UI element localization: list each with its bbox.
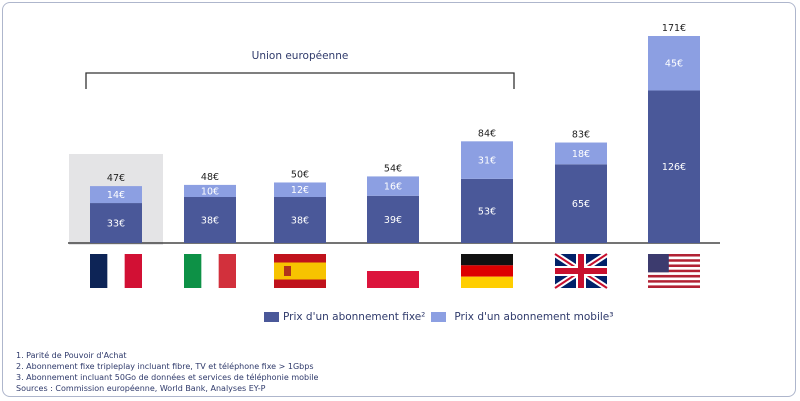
label-total-1: 48€ [201, 172, 219, 183]
legend: Prix d'un abonnement fixe² Prix d'un abo… [264, 311, 613, 323]
stacked-bar-chart: Union européenne 33€ 14€ 47€ 38€ 10€ 48€ 38€ 12€… [68, 23, 720, 291]
label-fixe-1: 38€ [201, 216, 219, 227]
bar-fixe-0 [90, 203, 142, 243]
bar-fixe-6 [648, 90, 700, 243]
label-total-3: 54€ [384, 163, 402, 174]
eu-bracket [85, 72, 515, 89]
legend-swatch-mobile [431, 312, 447, 322]
bar-fixe-1 [184, 197, 236, 243]
label-mobile-4: 31€ [478, 156, 496, 167]
label-total-6: 171€ [662, 23, 686, 34]
bar-mobile-6 [648, 36, 700, 91]
footnote-3: 3. Abonnement incluant 50Go de données e… [16, 373, 319, 382]
label-fixe-4: 53€ [478, 206, 496, 217]
label-mobile-3: 16€ [384, 182, 402, 193]
flag-italy-icon [184, 254, 236, 288]
label-mobile-1: 10€ [201, 186, 219, 197]
eu-label: Union européenne [252, 50, 349, 62]
bar-mobile-2 [274, 182, 326, 197]
legend-label-mobile: Prix d'un abonnement mobile³ [454, 311, 614, 323]
label-total-0: 47€ [107, 173, 125, 184]
bar-fixe-2 [274, 197, 326, 243]
bar-mobile-3 [367, 176, 419, 196]
legend-swatch-fixe [264, 312, 279, 322]
label-mobile-6: 45€ [665, 59, 683, 70]
label-mobile-0: 14€ [107, 190, 125, 201]
chart-frame [2, 2, 796, 397]
flag-spain-icon [274, 254, 326, 288]
label-fixe-6: 126€ [662, 162, 686, 173]
footnote-1: 1. Parité de Pouvoir d'Achat [16, 351, 127, 360]
bar-mobile-0 [90, 186, 142, 204]
label-total-2: 50€ [291, 169, 309, 180]
label-total-4: 84€ [478, 128, 496, 139]
label-fixe-3: 39€ [384, 215, 402, 226]
flag-usa-icon [648, 254, 700, 288]
footnote-2: 2. Abonnement fixe tripleplay incluant f… [16, 362, 314, 371]
flag-france-icon [90, 254, 142, 288]
bar-mobile-4 [461, 141, 513, 179]
label-total-5: 83€ [572, 130, 590, 141]
label-fixe-2: 38€ [291, 216, 309, 227]
flag-poland-icon [367, 271, 419, 288]
flag-germany-icon [461, 254, 513, 288]
sources: Sources : Commission européenne, World B… [16, 384, 266, 393]
bar-mobile-5 [555, 142, 607, 165]
label-mobile-2: 12€ [291, 185, 309, 196]
bar-fixe-5 [555, 164, 607, 243]
legend-label-fixe: Prix d'un abonnement fixe² [283, 311, 426, 323]
bar-fixe-3 [367, 195, 419, 243]
label-fixe-5: 65€ [572, 199, 590, 210]
label-mobile-5: 18€ [572, 149, 590, 160]
bar-fixe-4 [461, 178, 513, 243]
flag-uk-icon [553, 251, 609, 291]
label-fixe-0: 33€ [107, 219, 125, 230]
bar-mobile-1 [184, 184, 236, 197]
footnotes: 1. Parité de Pouvoir d'Achat 2. Abonneme… [16, 350, 318, 394]
